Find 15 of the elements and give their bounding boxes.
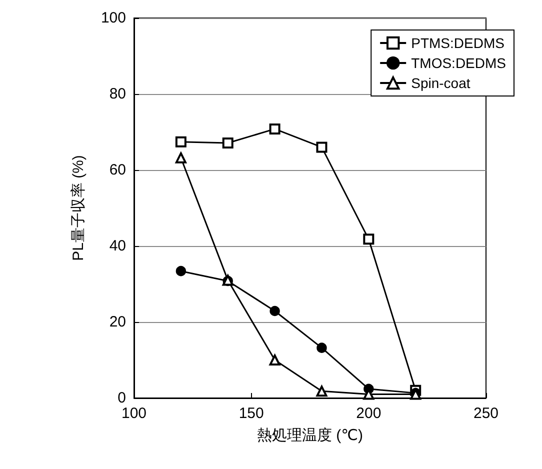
- y-tick-label: 80: [109, 86, 126, 102]
- legend-label: Spin-coat: [411, 75, 470, 91]
- y-axis-title: PL量子収率 (%): [70, 155, 87, 261]
- y-tick-label: 100: [100, 10, 126, 26]
- x-tick-label: 100: [121, 405, 147, 422]
- legend-label: TMOS:DEDMS: [411, 55, 506, 71]
- y-tick-label: 0: [118, 390, 126, 406]
- x-tick-label: 200: [356, 405, 382, 422]
- x-tick-label: 150: [238, 405, 264, 422]
- y-tick-label: 20: [109, 314, 126, 330]
- y-tick-label: 40: [109, 238, 126, 254]
- x-axis-title: 熱処理温度 (℃): [256, 427, 364, 444]
- x-tick-label: 250: [473, 405, 499, 422]
- legend-label: PTMS:DEDMS: [411, 35, 504, 51]
- y-tick-label: 60: [109, 162, 126, 178]
